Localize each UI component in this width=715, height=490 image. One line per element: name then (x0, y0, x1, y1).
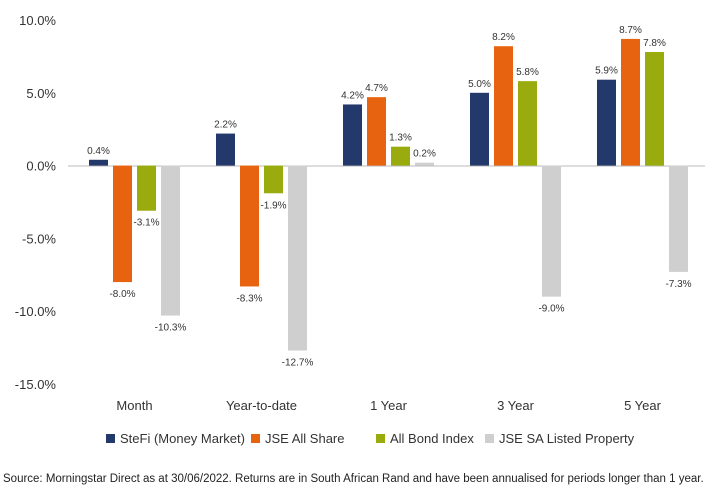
y-tick-label: -5.0% (22, 231, 56, 246)
data-label: -10.3% (155, 323, 187, 334)
legend-label: SteFi (Money Market) (120, 431, 245, 446)
source-note: Source: Morningstar Direct as at 30/06/2… (3, 473, 704, 485)
data-label: 0.2% (413, 149, 436, 160)
data-label: -7.3% (665, 279, 691, 290)
bar (621, 38, 640, 166)
y-tick-label: -10.0% (15, 304, 57, 319)
data-label: 5.9% (595, 66, 618, 77)
bar (343, 104, 362, 166)
data-label: -12.7% (282, 358, 314, 369)
bar (669, 165, 688, 272)
data-label: 7.8% (643, 38, 666, 49)
bar (645, 52, 664, 166)
data-label: 0.4% (87, 146, 110, 157)
x-category-label: Year-to-date (226, 398, 297, 413)
x-axis: Month Year-to-date 1 Year 3 Year 5 Year (116, 398, 661, 413)
data-label: 5.8% (516, 67, 539, 78)
x-category-label: 3 Year (497, 398, 535, 413)
y-tick-label: 0.0% (26, 159, 56, 174)
data-label: -1.9% (260, 200, 286, 211)
bar (542, 165, 561, 297)
data-label: -8.0% (109, 289, 135, 300)
data-label: -3.1% (133, 218, 159, 229)
bar (415, 162, 434, 166)
bar (264, 165, 283, 194)
data-label: 4.7% (365, 83, 388, 94)
data-label: 5.0% (468, 79, 491, 90)
chart: 10.0% 5.0% 0.0% -5.0% -10.0% -15.0% 0.4% -8.0%… (15, 13, 705, 446)
data-label: -8.3% (236, 293, 262, 304)
y-tick-label: 5.0% (26, 86, 56, 101)
data-label: 1.3% (389, 133, 412, 144)
bar (288, 165, 307, 351)
bar (518, 81, 537, 166)
legend-swatch (376, 434, 385, 443)
bar (89, 159, 108, 166)
legend-label: JSE All Share (265, 431, 345, 446)
data-label: 8.2% (492, 32, 515, 43)
bar (161, 165, 180, 316)
data-labels: 0.4% -8.0% -3.1% -10.3% 2.2% -8.3% -1.9% -12.7%… (87, 25, 692, 369)
data-label: 8.7% (619, 25, 642, 36)
x-category-label: 5 Year (624, 398, 662, 413)
legend-swatch (485, 434, 494, 443)
data-label: -9.0% (538, 304, 564, 315)
legend-swatch (251, 434, 260, 443)
legend-swatch (106, 434, 115, 443)
data-label: 4.2% (341, 90, 364, 101)
data-label: 2.2% (214, 120, 237, 131)
bar (391, 146, 410, 166)
legend-label: All Bond Index (390, 431, 474, 446)
bar (240, 165, 259, 287)
bar (367, 97, 386, 166)
y-tick-label: 10.0% (19, 13, 56, 28)
bar (494, 46, 513, 166)
bars (89, 38, 688, 351)
bar (113, 165, 132, 283)
y-tick-label: -15.0% (15, 377, 57, 392)
bar (216, 133, 235, 166)
bar (597, 79, 616, 166)
legend: SteFi (Money Market) JSE All Share All Bon… (106, 431, 635, 446)
bar (470, 92, 489, 166)
bar (137, 165, 156, 211)
y-axis: 10.0% 5.0% 0.0% -5.0% -10.0% -15.0% (15, 13, 57, 392)
x-category-label: 1 Year (370, 398, 408, 413)
legend-label: JSE SA Listed Property (499, 431, 635, 446)
x-category-label: Month (116, 398, 152, 413)
